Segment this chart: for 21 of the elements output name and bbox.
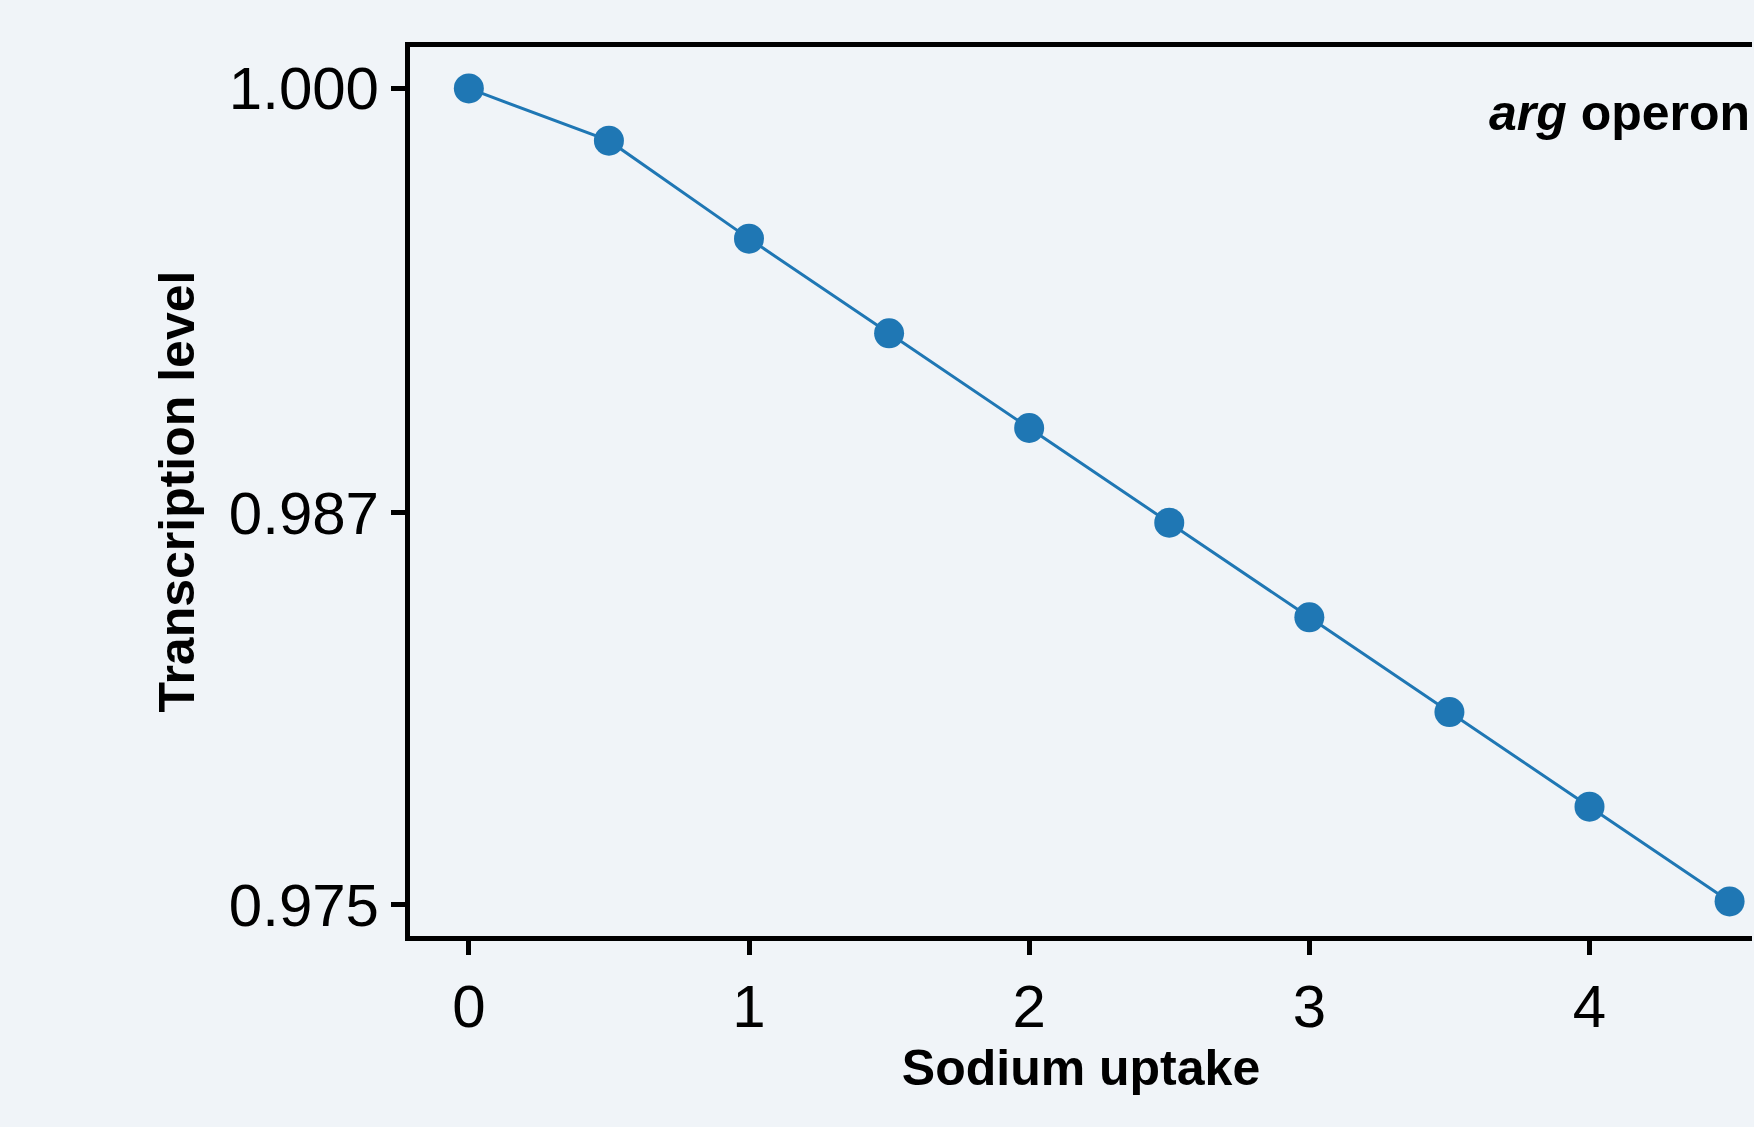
y-axis-title: Transcription level: [148, 270, 205, 713]
point: [1434, 697, 1465, 728]
point: [734, 223, 764, 254]
point: [874, 318, 905, 349]
annotation: arg operon: [1489, 85, 1751, 141]
point: [1154, 507, 1185, 538]
y-tick-label: 1.000: [228, 55, 379, 123]
x-tick-label: 1: [732, 973, 766, 1040]
y-tick-label: 0.975: [228, 871, 379, 939]
point: [453, 73, 484, 104]
point: [593, 125, 624, 156]
x-tick-label: 4: [1572, 973, 1607, 1040]
x-tick-label: 0: [452, 973, 486, 1040]
y-tick-label: 0.987: [228, 479, 379, 547]
point: [1294, 602, 1325, 633]
x-tick-label: 2: [1012, 973, 1046, 1040]
point: [1574, 791, 1605, 822]
point: [1714, 886, 1745, 917]
x-tick-label: 3: [1292, 973, 1327, 1040]
x-axis-title: Sodium uptake: [901, 1040, 1261, 1096]
point: [1014, 413, 1045, 443]
